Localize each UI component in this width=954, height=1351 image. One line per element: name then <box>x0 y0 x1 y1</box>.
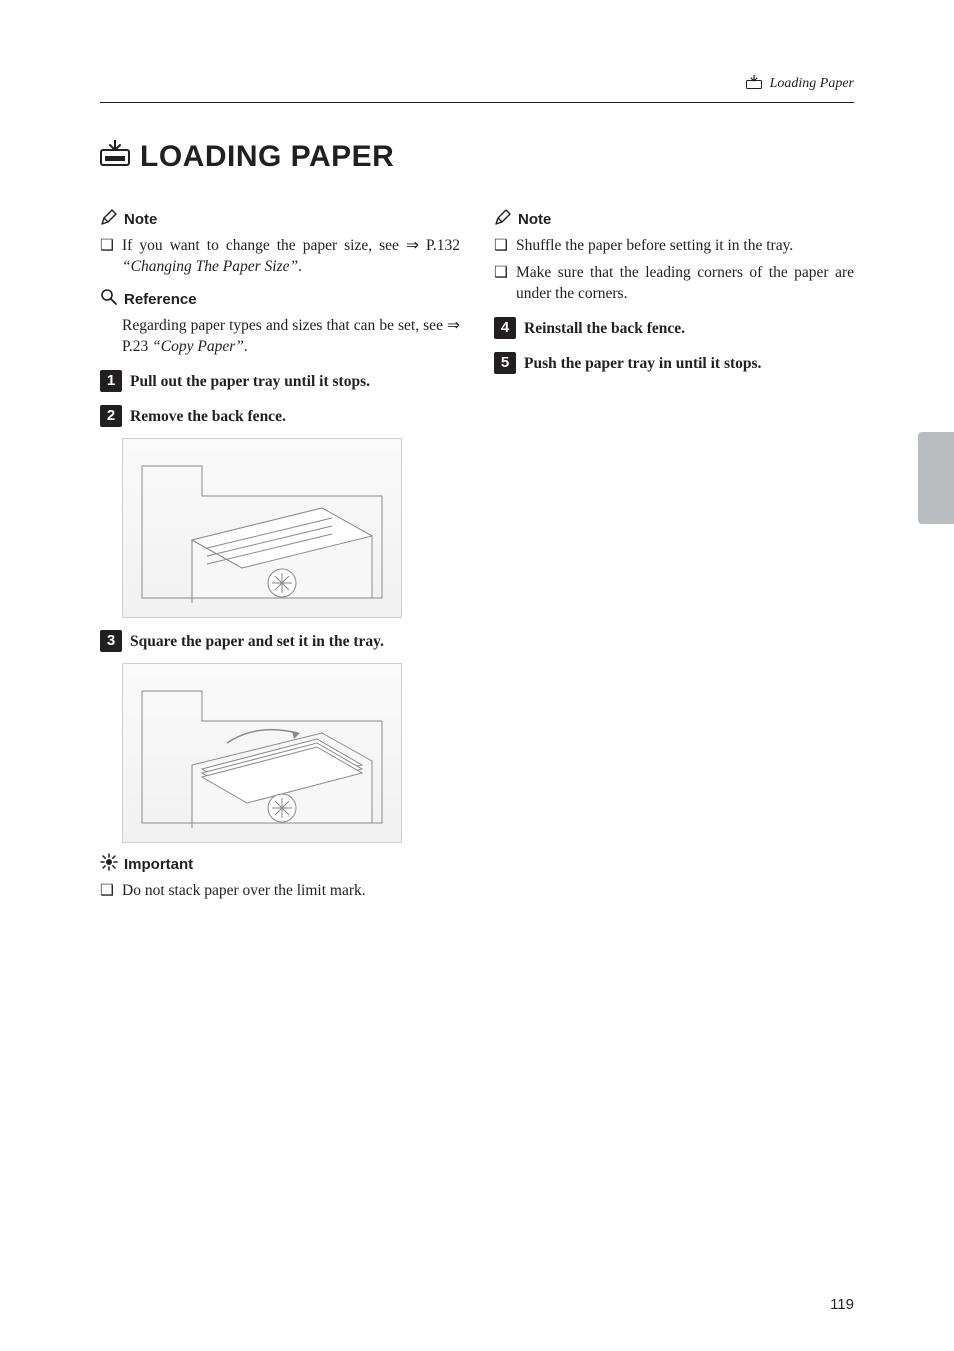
note-heading: Note <box>494 208 854 232</box>
section-thumb-tab <box>918 432 954 524</box>
note-item: ❑If you want to change the paper size, s… <box>100 236 460 278</box>
step-number-badge: 2 <box>100 405 122 427</box>
step-number-badge: 4 <box>494 317 516 339</box>
header-rule <box>100 102 854 103</box>
note-item-text: Shuffle the paper before setting it in t… <box>516 237 793 254</box>
step-1-text: Pull out the paper tray until it stops. <box>130 370 460 393</box>
xref-title: “Copy Paper” <box>152 338 244 355</box>
note-item: ❑Shuffle the paper before setting it in … <box>494 236 854 257</box>
left-column: Note ❑If you want to change the paper si… <box>100 198 460 1291</box>
step-3: 3 Square the paper and set it in the tra… <box>100 630 460 653</box>
square-bullet-icon: ❑ <box>494 236 516 257</box>
step-1: 1 Pull out the paper tray until it stops… <box>100 370 460 393</box>
right-column: Note ❑Shuffle the paper before setting i… <box>494 198 854 1291</box>
running-head-text: Loading Paper <box>770 76 854 91</box>
running-head: Loading Paper <box>746 75 854 94</box>
ref-item-text-before: Regarding paper types and sizes that can… <box>122 317 447 334</box>
important-item: ❑Do not stack paper over the limit mark. <box>100 881 460 902</box>
note-label: Note <box>124 210 157 230</box>
page-number: 119 <box>830 1296 854 1313</box>
step-2-text: Remove the back fence. <box>130 405 460 428</box>
note-item-text: Make sure that the leading corners of th… <box>516 264 854 302</box>
note-item-text-after: . <box>298 258 302 275</box>
xref-title: “Changing The Paper Size” <box>122 258 298 275</box>
step-5-text: Push the paper tray in until it stops. <box>524 352 854 375</box>
xref-arrow-icon: ⇒ <box>406 237 419 254</box>
sun-icon <box>100 853 118 877</box>
step-2: 2 Remove the back fence. <box>100 405 460 428</box>
note-item-text-before: If you want to change the paper size, se… <box>122 237 406 254</box>
note-heading: Note <box>100 208 460 232</box>
reference-heading: Reference <box>100 288 460 312</box>
step-number-badge: 1 <box>100 370 122 392</box>
step-4: 4 Reinstall the back fence. <box>494 317 854 340</box>
important-heading: Important <box>100 853 460 877</box>
step-4-text: Reinstall the back fence. <box>524 317 854 340</box>
step-3-text: Square the paper and set it in the tray. <box>130 630 460 653</box>
page: Loading Paper LOADING PAPER Note ❑If you… <box>0 0 954 1351</box>
figure-tray-remove-fence <box>122 438 402 618</box>
important-label: Important <box>124 855 193 875</box>
content-columns: Note ❑If you want to change the paper si… <box>100 198 854 1291</box>
pencil-icon <box>100 208 118 232</box>
magnifier-icon <box>100 288 118 312</box>
reference-label: Reference <box>124 290 197 310</box>
tray-load-icon <box>746 75 762 94</box>
page-title: LOADING PAPER <box>100 140 394 174</box>
xref-page: P.132 <box>426 237 460 254</box>
step-number-badge: 5 <box>494 352 516 374</box>
step-5: 5 Push the paper tray in until it stops. <box>494 352 854 375</box>
important-item-text: Do not stack paper over the limit mark. <box>122 882 366 899</box>
figure-tray-set-paper <box>122 663 402 843</box>
tray-load-icon <box>100 140 130 174</box>
ref-item-text-after: . <box>244 338 248 355</box>
blank-bullet <box>100 316 122 337</box>
xref-arrow-icon: ⇒ <box>447 317 460 334</box>
note-item: ❑Make sure that the leading corners of t… <box>494 263 854 305</box>
title-text: LOADING PAPER <box>140 140 394 174</box>
reference-item: Regarding paper types and sizes that can… <box>100 316 460 358</box>
square-bullet-icon: ❑ <box>100 881 122 902</box>
pencil-icon <box>494 208 512 232</box>
xref-page: P.23 <box>122 338 152 355</box>
square-bullet-icon: ❑ <box>100 236 122 257</box>
square-bullet-icon: ❑ <box>494 263 516 284</box>
note-label: Note <box>518 210 551 230</box>
step-number-badge: 3 <box>100 630 122 652</box>
